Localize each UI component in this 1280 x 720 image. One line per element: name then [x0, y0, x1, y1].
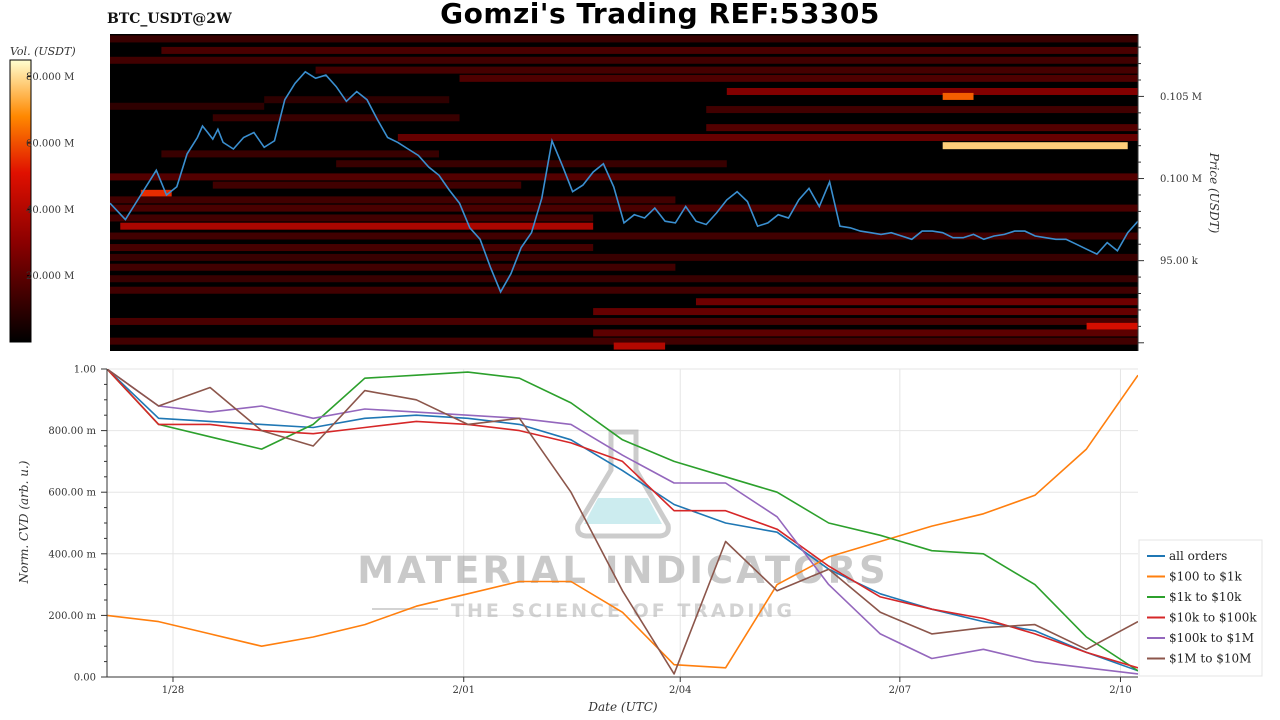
- heatmap-band-26: [110, 263, 676, 271]
- price-line: [110, 70, 1138, 294]
- heatmap-band-13: [942, 142, 1128, 150]
- heatmap-band-25: [110, 253, 1138, 261]
- heatmap-band-18: [140, 189, 172, 197]
- heatmap-band-15: [336, 160, 727, 168]
- heatmap-band-23: [110, 232, 1138, 240]
- cvd-line-all_orders: [107, 369, 1138, 672]
- legend-label-s100k_1m: $100k to $1M: [1169, 631, 1254, 645]
- cvd-line-s1k_10k: [107, 369, 1138, 672]
- date-axis-label: Date (UTC): [587, 700, 657, 714]
- cvd-background: [107, 369, 1138, 677]
- colorbar-tick-label: 20.000 M: [26, 271, 74, 282]
- heatmap-panel: 95.00 k 0.100 M 0.105 M Price (USDT): [110, 34, 1221, 351]
- legend: all orders $100 to $1k $1k to $10k $10k to …: [1138, 539, 1263, 677]
- cvd-line-s100_1k: [107, 374, 1138, 669]
- cvd-axis-label: Norm. CVD (arb. u.): [17, 460, 31, 584]
- heatmap-band-19: [110, 196, 676, 204]
- heatmap-band-33: [593, 329, 1138, 337]
- legend-label-s1k_10k: $1k to $10k: [1169, 590, 1242, 604]
- legend-label-s100_1k: $100 to $1k: [1169, 570, 1242, 584]
- date-tick-label: 2/07: [889, 685, 911, 696]
- colorbar-tick-label: 40.000 M: [26, 205, 74, 216]
- heatmap-band-22: [120, 222, 594, 230]
- heatmap-band-11: [706, 124, 1138, 132]
- heatmap-band-0: [110, 35, 1138, 43]
- price-axis-label: Price (USDT): [1207, 152, 1221, 234]
- heatmap-band-12: [397, 133, 1138, 141]
- heatmap-band-7: [264, 96, 450, 104]
- flask-icon: [575, 429, 671, 539]
- legend-label-s10k_100k: $10k to $100k: [1169, 611, 1257, 625]
- heatmap-band-8: [110, 102, 265, 110]
- cvd-y-tick-label: 0.00: [74, 673, 96, 684]
- flask-liquid-icon: [584, 498, 662, 524]
- heatmap-band-28: [110, 286, 1138, 294]
- cvd-y-tick-label: 1.00: [74, 365, 96, 376]
- heatmap-band-16: [110, 173, 1138, 181]
- heatmap-band-34: [110, 337, 1138, 345]
- watermark-subtitle: THE SCIENCE OF TRADING: [451, 600, 795, 622]
- date-tick-label: 1/28: [162, 685, 184, 696]
- heatmap-band-20: [110, 204, 1138, 212]
- heatmap-band-6: [942, 92, 974, 100]
- heatmap-band-1: [161, 46, 1138, 54]
- cvd-line-s10k_100k: [107, 369, 1138, 669]
- date-tick-label: 2/04: [669, 685, 691, 696]
- heatmap-band-24: [110, 244, 594, 252]
- heatmap-band-30: [593, 308, 1138, 316]
- cvd-y-tick-label: 400.00 m: [48, 549, 96, 560]
- cvd-y-tick-label: 200.00 m: [48, 611, 96, 622]
- heatmap-band-10: [212, 114, 460, 122]
- heatmap-band-27: [110, 275, 1138, 283]
- heatmap-band-17: [212, 181, 522, 189]
- cvd-line-s1m_10m: [107, 369, 1138, 675]
- watermark-title: MATERIAL INDICATORS: [357, 549, 888, 592]
- price-tick-label: 0.100 M: [1160, 174, 1202, 185]
- cvd-line-s100k_1m: [107, 369, 1138, 675]
- heatmap-band-29: [695, 298, 1138, 306]
- colorbar-tick-label: 60.000 M: [26, 138, 74, 149]
- symbol-label: BTC_USDT@2W: [107, 11, 232, 27]
- heatmap-band-2: [110, 56, 1138, 64]
- price-tick-label: 0.105 M: [1160, 92, 1202, 103]
- legend-box: [1138, 539, 1263, 677]
- colorbar: 20.000 M 40.000 M 60.000 M 80.000 M Vol. (U…: [9, 45, 76, 343]
- date-tick-label: 2/01: [452, 685, 474, 696]
- legend-label-s1m_10m: $1M to $10M: [1169, 652, 1251, 666]
- cvd-y-tick-label: 600.00 m: [48, 488, 96, 499]
- heatmap-band-3: [315, 66, 1138, 74]
- heatmap-band-31: [110, 317, 1138, 325]
- heatmap-band-21: [110, 214, 594, 222]
- price-tick-label: 95.00 k: [1160, 256, 1199, 267]
- colorbar-tick-label: 80.000 M: [26, 72, 74, 83]
- heatmap-band-9: [706, 106, 1138, 114]
- heatmap-band-4: [459, 74, 1138, 82]
- heatmap-band-5: [726, 87, 1138, 95]
- date-tick-label: 2/10: [1109, 685, 1131, 696]
- colorbar-label: Vol. (USDT): [10, 45, 76, 58]
- legend-label-all_orders: all orders: [1169, 549, 1227, 563]
- cvd-y-tick-label: 800.00 m: [48, 426, 96, 437]
- heatmap-background: [110, 34, 1138, 351]
- heatmap-band-14: [161, 150, 439, 158]
- chart-title: Gomzi's Trading REF:53305: [440, 0, 880, 30]
- heatmap-band-35: [613, 342, 666, 350]
- colorbar-gradient: [9, 59, 32, 343]
- heatmap-band-32: [1086, 322, 1138, 330]
- cvd-panel: MATERIAL INDICATORS THE SCIENCE OF TRADI…: [17, 365, 1138, 714]
